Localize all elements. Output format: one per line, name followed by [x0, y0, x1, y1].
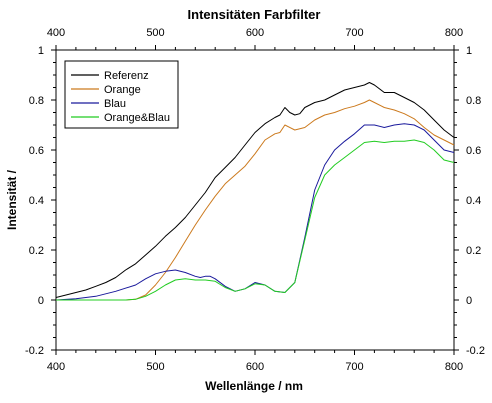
- y-tick-label-left: 0.6: [29, 145, 44, 157]
- legend-label-blau: Blau: [104, 98, 126, 110]
- legend: Referenz Orange Blau Orange&Blau: [64, 60, 179, 129]
- y-tick-label-left: 1: [38, 45, 44, 57]
- x-tick-label-top: 500: [146, 27, 164, 39]
- y-tick-label-right: 0.6: [466, 145, 481, 157]
- y-tick-label-right: 0.2: [466, 245, 481, 257]
- chart-title: Intensitäten Farbfilter: [188, 7, 321, 22]
- x-tick-label-bottom: 700: [345, 361, 363, 373]
- series-line-blau: [55, 123, 455, 301]
- x-tick-label-top: 400: [47, 27, 65, 39]
- y-tick-label-left: 0.4: [29, 195, 44, 207]
- series-line-orange: [56, 99, 455, 301]
- legend-label-orange-blau: Orange&Blau: [104, 112, 170, 124]
- y-tick-label-left: 0.2: [29, 245, 44, 257]
- x-tick-label-top: 800: [445, 27, 463, 39]
- x-tick-label-top: 600: [246, 27, 264, 39]
- y-tick-label-right: -0.2: [466, 345, 485, 357]
- y-axis-title: Intensität /: [5, 169, 19, 230]
- y-tick-label-right: 0: [466, 295, 472, 307]
- y-tick-label-left: 0: [38, 295, 44, 307]
- series-line-referenz: [55, 82, 455, 298]
- x-tick-label-top: 700: [345, 27, 363, 39]
- legend-label-orange: Orange: [104, 84, 141, 96]
- y-tick-label-left: -0.2: [25, 345, 44, 357]
- x-tick-label-bottom: 400: [47, 361, 65, 373]
- series-group: [55, 82, 455, 301]
- x-tick-label-bottom: 600: [246, 361, 264, 373]
- x-tick-label-bottom: 800: [445, 361, 463, 373]
- y-tick-label-right: 0.8: [466, 95, 481, 107]
- y-tick-label-right: 0.4: [466, 195, 481, 207]
- y-tick-label-right: 1: [466, 45, 472, 57]
- legend-label-referenz: Referenz: [104, 70, 149, 82]
- y-tick-label-left: 0.8: [29, 95, 44, 107]
- x-tick-label-bottom: 500: [146, 361, 164, 373]
- series-line-orange-blau: [56, 139, 455, 301]
- x-axis-title: Wellenlänge / nm: [205, 379, 303, 393]
